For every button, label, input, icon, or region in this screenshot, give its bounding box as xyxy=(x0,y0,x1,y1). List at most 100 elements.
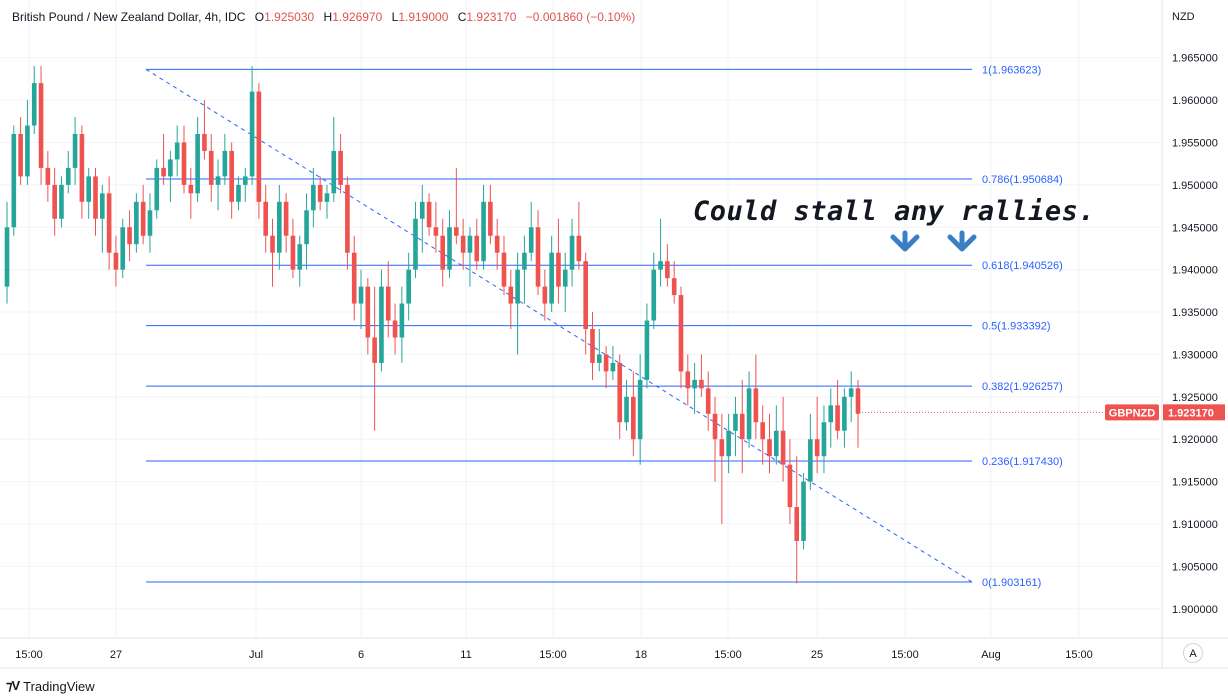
ticker-badge-background xyxy=(1105,404,1159,421)
candle-body xyxy=(733,413,738,431)
candle-body xyxy=(828,405,834,423)
candle-body xyxy=(440,235,446,270)
symbol-title: British Pound / New Zealand Dollar, 4h, … xyxy=(12,10,246,24)
down-arrow-icon xyxy=(890,230,920,252)
candle-body xyxy=(256,91,262,202)
tradingview-logo-icon: ⁊V xyxy=(6,678,20,693)
candle-body xyxy=(106,193,112,253)
candle-body xyxy=(372,337,377,363)
candle-body xyxy=(535,227,541,287)
open-label: O xyxy=(254,10,265,24)
candle-body xyxy=(379,286,384,363)
candle-body xyxy=(705,388,711,414)
candle-body xyxy=(787,464,793,508)
candle-body xyxy=(31,83,37,126)
candle-body xyxy=(726,430,731,457)
time-tick-label: 15:00 xyxy=(539,649,567,661)
candle-body xyxy=(842,396,847,431)
candle-body xyxy=(365,286,371,338)
candle-body xyxy=(229,150,234,202)
open-value: 1.925030 xyxy=(264,10,315,24)
time-tick-label: 15:00 xyxy=(15,649,43,661)
price-axis[interactable]: 1.900000 1.905000 1.910000 1.915000 1.920000… xyxy=(1172,53,1218,616)
candle-body xyxy=(773,430,779,457)
candle-body xyxy=(637,379,643,440)
candle-body xyxy=(678,295,684,372)
candle-body xyxy=(603,354,609,372)
candle-body xyxy=(25,125,30,177)
candle-body xyxy=(692,379,697,389)
fibonacci-retracement[interactable]: 1(1.963623) 0.786(1.950684) 0.618(1.940526… xyxy=(146,64,1063,589)
candle-body xyxy=(583,261,588,329)
candle-body xyxy=(760,422,766,440)
candle-body xyxy=(270,235,275,253)
candle-body xyxy=(739,413,745,440)
brand-name: TradingView xyxy=(23,678,95,694)
price-tick-label: 1.965000 xyxy=(1172,53,1218,65)
candle-body xyxy=(474,235,480,262)
fib-level-label: 0.236(1.917430) xyxy=(982,456,1063,468)
time-tick-label: 15:00 xyxy=(714,649,742,661)
candle-body xyxy=(236,184,241,202)
candle-body xyxy=(99,193,105,219)
candle-body xyxy=(508,286,514,304)
candle-body xyxy=(406,269,411,304)
time-tick-label: 11 xyxy=(460,649,471,661)
auto-scale-button[interactable]: A xyxy=(1183,643,1203,663)
candle-body xyxy=(311,184,316,211)
candle-body xyxy=(644,320,650,380)
time-tick-label: 6 xyxy=(358,649,364,661)
candle-body xyxy=(794,507,800,541)
candle-body xyxy=(590,329,595,363)
candle-body xyxy=(120,227,126,270)
time-tick-label: 25 xyxy=(811,649,823,661)
candle-body xyxy=(808,439,813,482)
candle-body xyxy=(481,201,486,262)
price-tick-label: 1.945000 xyxy=(1172,222,1218,234)
candle-body xyxy=(671,278,677,296)
candle-body xyxy=(140,201,146,236)
candle-body xyxy=(72,133,78,168)
tradingview-brand[interactable]: ⁊V TradingView xyxy=(6,678,95,694)
low-label: L xyxy=(391,10,399,24)
candle-body xyxy=(290,235,296,270)
down-arrow-icon xyxy=(947,230,977,252)
candle-body xyxy=(277,201,282,253)
fib-level-label: 0.382(1.926257) xyxy=(982,381,1063,393)
fib-trendline[interactable] xyxy=(145,68,973,583)
price-tick-label: 1.955000 xyxy=(1172,137,1218,149)
candle-body xyxy=(753,388,759,423)
candle-body xyxy=(821,422,827,457)
price-tick-label: 1.900000 xyxy=(1172,604,1218,616)
time-axis[interactable]: 15:00 27 Jul 6 11 15:00 18 15:00 25 15:00 Aug 15:00 xyxy=(15,649,1093,661)
candle-body xyxy=(665,261,670,279)
price-tick-label: 1.930000 xyxy=(1172,349,1218,361)
candle-body xyxy=(79,133,85,202)
candle-body xyxy=(576,235,582,262)
candle-body xyxy=(263,201,269,236)
price-tick-label: 1.935000 xyxy=(1172,307,1218,319)
candle-body xyxy=(835,405,840,431)
candle-body xyxy=(699,379,704,389)
candle-body xyxy=(767,439,772,457)
high-label: H xyxy=(323,10,333,24)
candle-body xyxy=(454,227,459,236)
candle-body xyxy=(208,150,214,185)
price-badge-value: 1.923170 xyxy=(1168,407,1214,419)
close-label: C xyxy=(457,10,467,24)
fib-level-label: 0(1.903161) xyxy=(982,577,1041,589)
candle-body xyxy=(93,176,98,219)
candle-body xyxy=(134,201,139,245)
candle-body xyxy=(18,133,23,177)
annotation-text[interactable]: Could stall any rallies. xyxy=(693,196,1096,227)
price-tick-label: 1.910000 xyxy=(1172,519,1218,531)
price-tick-label: 1.905000 xyxy=(1172,561,1218,573)
candle-body xyxy=(419,201,425,219)
candle-body xyxy=(848,388,854,397)
candle-body xyxy=(52,184,57,219)
time-tick-label: 18 xyxy=(635,649,647,661)
candle-body xyxy=(202,133,207,151)
candle-body xyxy=(304,210,309,245)
candle-body xyxy=(249,91,255,177)
